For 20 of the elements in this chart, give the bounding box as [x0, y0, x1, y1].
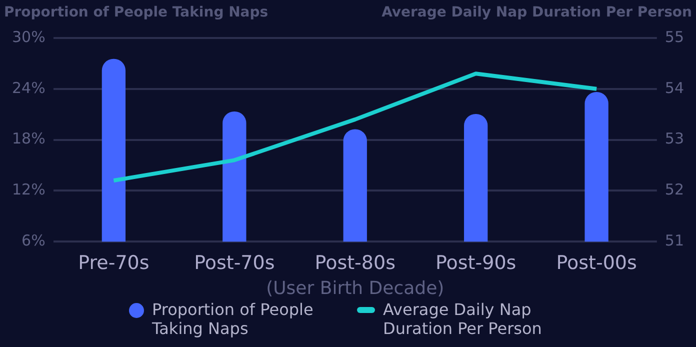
y2-tick-label: 52 — [664, 180, 684, 199]
y2-axis-title: Average Daily Nap Duration Per Person — [382, 4, 692, 21]
y2-tick-label: 54 — [664, 78, 684, 97]
x-tick-label: Post-80s — [314, 252, 396, 274]
x-tick-label: Post-00s — [556, 252, 637, 274]
legend-label: Average Daily Nap Duration Per Person — [383, 300, 543, 338]
x-tick-label: Post-90s — [435, 252, 516, 274]
y-tick-label: 18% — [12, 130, 46, 148]
y-tick-label: 24% — [12, 78, 46, 97]
y-axis-title: Proportion of People Taking Naps — [4, 4, 268, 21]
x-axis-title: (User Birth Decade) — [266, 278, 444, 299]
x-tick-label: Pre-70s — [78, 252, 150, 274]
y-tick-label: 12% — [12, 180, 46, 199]
x-tick-label: Post-70s — [194, 252, 275, 274]
legend-label: Proportion of People Taking Naps — [152, 300, 314, 338]
y2-tick-label: 51 — [664, 231, 684, 250]
y2-tick-label: 53 — [664, 130, 684, 148]
y2-tick-label: 55 — [664, 28, 684, 46]
y-tick-label: 30% — [12, 28, 46, 46]
y-tick-label: 6% — [22, 231, 46, 250]
